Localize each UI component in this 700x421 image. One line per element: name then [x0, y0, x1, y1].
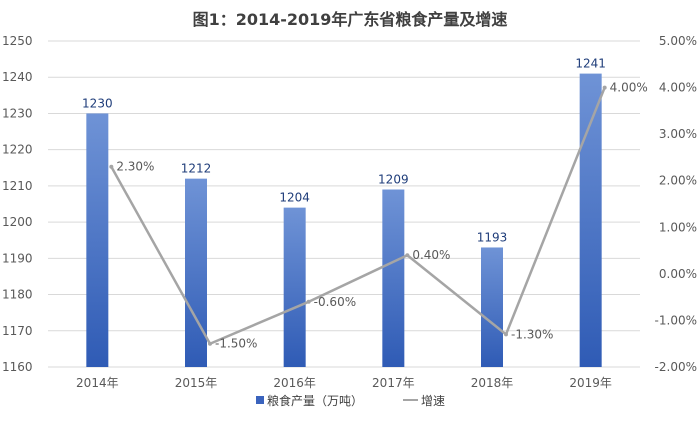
y-right-tick-label: -2.00% — [655, 360, 697, 374]
y-right-tick-label: -1.00% — [655, 313, 697, 327]
growth-point — [109, 164, 114, 169]
growth-point — [504, 332, 508, 337]
growth-line — [110, 87, 606, 345]
growth-data-label: -1.30% — [511, 327, 553, 341]
legend-bar-swatch — [256, 396, 264, 404]
growth-data-label: 4.00% — [610, 81, 648, 95]
x-tick-label: 2014年 — [76, 376, 119, 390]
bar — [382, 189, 405, 367]
legend-bar-label: 粮食产量（万吨） — [267, 393, 363, 408]
y-left-tick-label: 1170 — [2, 324, 33, 338]
y-left-tick-label: 1250 — [2, 34, 33, 48]
growth-data-label: -1.50% — [215, 337, 257, 351]
bar — [86, 113, 109, 367]
y-right-tick-label: 3.00% — [659, 127, 697, 141]
x-tick-label: 2017年 — [372, 376, 415, 390]
y-left-tick-label: 1240 — [2, 70, 33, 84]
y-left-tick-label: 1230 — [2, 106, 33, 120]
bar-data-label: 1241 — [575, 57, 606, 71]
y-left-tick-label: 1200 — [2, 215, 33, 229]
y-left-tick-label: 1220 — [2, 143, 33, 157]
growth-point — [208, 341, 212, 346]
growth-data-label: 0.40% — [412, 248, 450, 262]
growth-point — [602, 85, 607, 90]
bar-data-label: 1212 — [181, 162, 212, 176]
growth-data-label: 2.30% — [116, 160, 154, 174]
x-tick-label: 2016年 — [273, 376, 316, 390]
y-right-tick-label: 1.00% — [659, 220, 697, 234]
growth-data-label: -0.60% — [314, 295, 356, 309]
y-right-tick-label: 0.00% — [659, 267, 697, 281]
y-left-tick-label: 1160 — [2, 360, 33, 374]
legend-line-label: 增速 — [421, 394, 445, 408]
bar-data-label: 1193 — [477, 230, 508, 244]
bar — [283, 207, 306, 367]
y-left-tick-label: 1190 — [2, 251, 33, 265]
y-right-tick-label: 2.00% — [659, 174, 697, 188]
y-left-tick-label: 1180 — [2, 288, 33, 302]
bar-data-label: 1204 — [279, 191, 310, 205]
bar — [481, 247, 503, 367]
chart-title: 图1：2014-2019年广东省粮食产量及增速 — [192, 10, 508, 29]
bar — [579, 73, 602, 367]
bar-data-label: 1230 — [82, 96, 113, 110]
x-tick-label: 2018年 — [471, 376, 514, 390]
y-left-tick-label: 1210 — [2, 179, 33, 193]
bar-data-label: 1209 — [378, 173, 409, 187]
y-right-tick-label: 4.00% — [659, 81, 697, 95]
x-tick-label: 2015年 — [175, 376, 218, 390]
x-tick-label: 2019年 — [569, 376, 612, 390]
bar — [185, 178, 207, 367]
y-right-tick-label: 5.00% — [659, 34, 697, 48]
growth-point — [405, 253, 410, 258]
growth-point — [306, 299, 311, 304]
